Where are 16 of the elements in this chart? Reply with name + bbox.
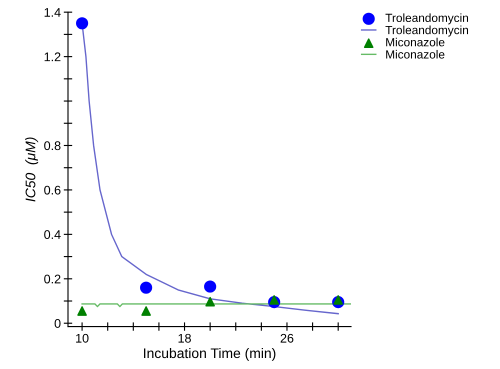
y-tick-label: 0.2	[44, 274, 60, 284]
y-tick-label: 0.8	[44, 141, 61, 150]
y-tick-label: 0.6	[44, 186, 61, 195]
y-axis-title: IC50 (μM)	[25, 137, 38, 202]
x-tick-label: 18	[178, 334, 191, 343]
legend-label: Miconazole	[386, 38, 444, 46]
y-tick-label: 0.4	[44, 230, 61, 240]
legend-label: Miconazole	[386, 50, 444, 59]
x-tick-label: 10	[76, 334, 89, 343]
x-tick-label: 26	[280, 334, 294, 343]
x-axis-title: Incubation Time (min)	[144, 348, 276, 361]
legend-label: Troleandomycin	[386, 26, 468, 37]
legend-label: Troleandomycin	[386, 13, 468, 24]
y-tick-label: 1.4	[44, 8, 61, 17]
y-tick-label: 0	[54, 319, 61, 328]
y-tick-label: 1.2	[44, 52, 60, 62]
